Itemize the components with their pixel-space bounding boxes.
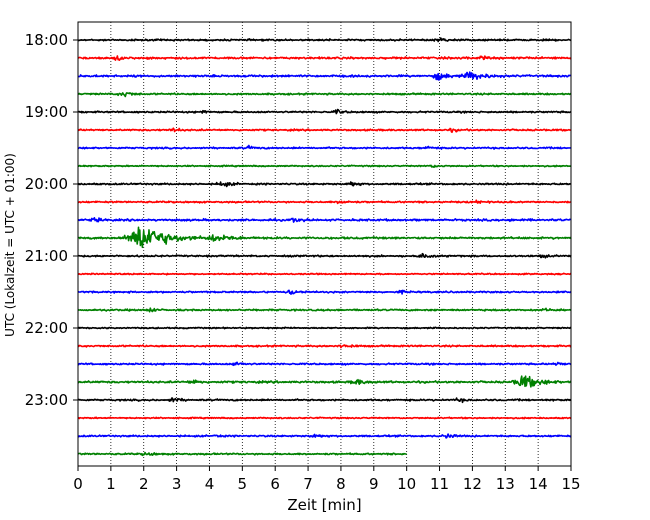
traces <box>77 37 572 457</box>
y-axis: 18:00 19:00 20:00 21:00 22:00 23:00 <box>25 31 78 409</box>
y-tick-label-2200: 22:00 <box>25 319 68 337</box>
x-tick-label-9: 9 <box>369 475 379 493</box>
x-tick-label-6: 6 <box>270 475 280 493</box>
trace-1815 <box>77 55 572 61</box>
trace-2245 <box>77 375 572 388</box>
trace-2100 <box>77 252 572 259</box>
x-tick-label-0: 0 <box>73 475 83 493</box>
x-tick-label-1: 1 <box>106 475 116 493</box>
trace-2145 <box>77 307 572 313</box>
trace-2030 <box>77 217 572 223</box>
trace-1800 <box>77 37 572 43</box>
x-tick-label-2: 2 <box>139 475 149 493</box>
trace-2115 <box>77 272 572 276</box>
x-tick-label-12: 12 <box>463 475 482 493</box>
y-tick-label-2000: 20:00 <box>25 175 68 193</box>
x-tick-label-14: 14 <box>529 475 548 493</box>
trace-2300 <box>77 397 572 404</box>
plot-frame <box>77 21 572 467</box>
trace-1915 <box>77 127 572 134</box>
x-tick-label-10: 10 <box>397 475 416 493</box>
x-axis-title: Zeit [min] <box>287 496 361 514</box>
trace-2345 <box>77 451 407 457</box>
x-tick-label-5: 5 <box>238 475 248 493</box>
x-tick-label-4: 4 <box>205 475 215 493</box>
x-tick-label-8: 8 <box>336 475 346 493</box>
trace-2045 <box>77 226 572 249</box>
trace-2000 <box>77 181 572 188</box>
x-tick-label-7: 7 <box>303 475 313 493</box>
y-tick-label-1800: 18:00 <box>25 31 68 49</box>
trace-2015 <box>77 199 572 205</box>
trace-1830 <box>77 71 572 81</box>
trace-2215 <box>77 344 572 349</box>
trace-2130 <box>77 289 572 295</box>
x-tick-label-11: 11 <box>430 475 449 493</box>
trace-2330 <box>77 433 572 439</box>
trace-1930 <box>77 144 572 150</box>
y-tick-label-2300: 23:00 <box>25 391 68 409</box>
trace-2230 <box>77 361 572 367</box>
grid-lines <box>110 22 539 466</box>
y-tick-label-2100: 21:00 <box>25 247 68 265</box>
trace-1900 <box>77 108 572 115</box>
x-axis: 0 1 2 3 4 5 6 7 8 9 10 11 12 13 14 15 <box>73 466 581 493</box>
trace-1945 <box>77 164 572 168</box>
trace-2200 <box>77 326 572 330</box>
x-tick-label-3: 3 <box>172 475 182 493</box>
x-tick-label-13: 13 <box>496 475 515 493</box>
trace-1845 <box>77 92 572 98</box>
y-axis-title: UTC (Lokalzeit = UTC + 01:00) <box>3 153 17 337</box>
trace-2315 <box>77 416 572 420</box>
x-tick-label-15: 15 <box>561 475 580 493</box>
y-tick-label-1900: 19:00 <box>25 103 68 121</box>
